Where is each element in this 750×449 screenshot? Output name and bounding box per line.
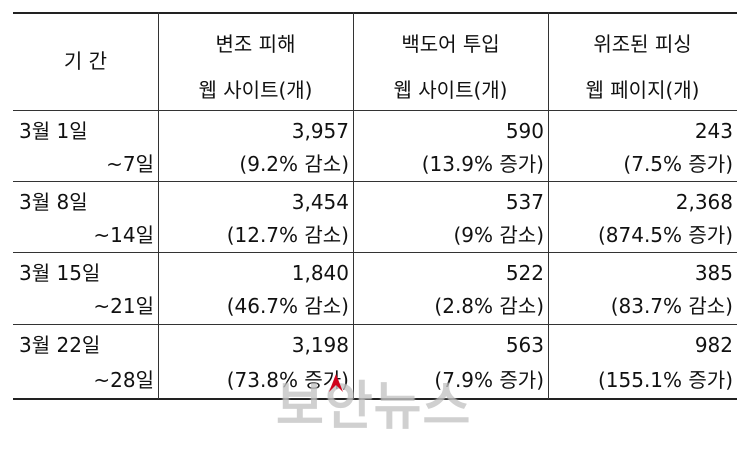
phishing-count: 243 <box>694 119 733 143</box>
table-bottom-border <box>13 398 737 400</box>
backdoor-count: 522 <box>505 261 544 285</box>
row-divider <box>13 324 737 325</box>
header-backdoor-sites-line1: 백도어 투입 <box>401 32 500 56</box>
period-start: 3월 22일 <box>19 333 101 357</box>
period-start: 3월 8일 <box>19 190 88 214</box>
row-divider <box>13 252 737 253</box>
backdoor-change: (7.9% 증가) <box>434 368 544 392</box>
backdoor-change: (2.8% 감소) <box>434 294 544 318</box>
phishing-count: 2,368 <box>675 190 733 214</box>
defaced-change: (73.8% 증가) <box>226 368 349 392</box>
watermark-logo: 보안뉴스 <box>276 377 472 437</box>
phishing-change: (155.1% 증가) <box>597 368 733 392</box>
phishing-count: 982 <box>694 333 733 357</box>
header-backdoor-sites-line2: 웹 사이트(개) <box>393 78 508 102</box>
row-divider <box>13 181 737 182</box>
header-phishing-pages-line1: 위조된 피싱 <box>593 32 692 56</box>
column-divider <box>158 12 159 399</box>
period-end: ~28일 <box>93 368 154 392</box>
table-top-border <box>13 12 737 14</box>
backdoor-change: (13.9% 증가) <box>421 152 544 176</box>
header-defaced-sites-line1: 변조 피해 <box>215 32 296 56</box>
header-defaced-sites-line2: 웹 사이트(개) <box>198 78 313 102</box>
period-end: ~7일 <box>106 152 154 176</box>
period-end: ~14일 <box>93 223 154 247</box>
header-bottom-border <box>13 110 737 111</box>
defaced-count: 1,840 <box>291 261 349 285</box>
defaced-count: 3,454 <box>291 190 349 214</box>
backdoor-change: (9% 감소) <box>453 223 545 247</box>
column-divider <box>548 12 549 399</box>
phishing-change: (83.7% 감소) <box>610 294 733 318</box>
defaced-change: (9.2% 감소) <box>239 152 349 176</box>
phishing-change: (874.5% 증가) <box>597 223 733 247</box>
data-table: 기 간 변조 피해 웹 사이트(개) 백도어 투입 웹 사이트(개) 위조된 피… <box>13 12 737 400</box>
header-period: 기 간 <box>63 49 108 73</box>
defaced-change: (46.7% 감소) <box>226 294 349 318</box>
defaced-count: 3,957 <box>291 119 349 143</box>
header-phishing-pages-line2: 웹 페이지(개) <box>585 78 700 102</box>
column-divider <box>353 12 354 399</box>
watermark-accent-icon <box>329 374 343 392</box>
period-end: ~21일 <box>93 294 154 318</box>
backdoor-count: 563 <box>505 333 544 357</box>
period-start: 3월 15일 <box>19 261 101 285</box>
backdoor-count: 537 <box>505 190 544 214</box>
backdoor-count: 590 <box>505 119 544 143</box>
defaced-count: 3,198 <box>291 333 349 357</box>
phishing-count: 385 <box>694 261 733 285</box>
period-start: 3월 1일 <box>19 119 88 143</box>
defaced-change: (12.7% 감소) <box>226 223 349 247</box>
phishing-change: (7.5% 증가) <box>623 152 733 176</box>
